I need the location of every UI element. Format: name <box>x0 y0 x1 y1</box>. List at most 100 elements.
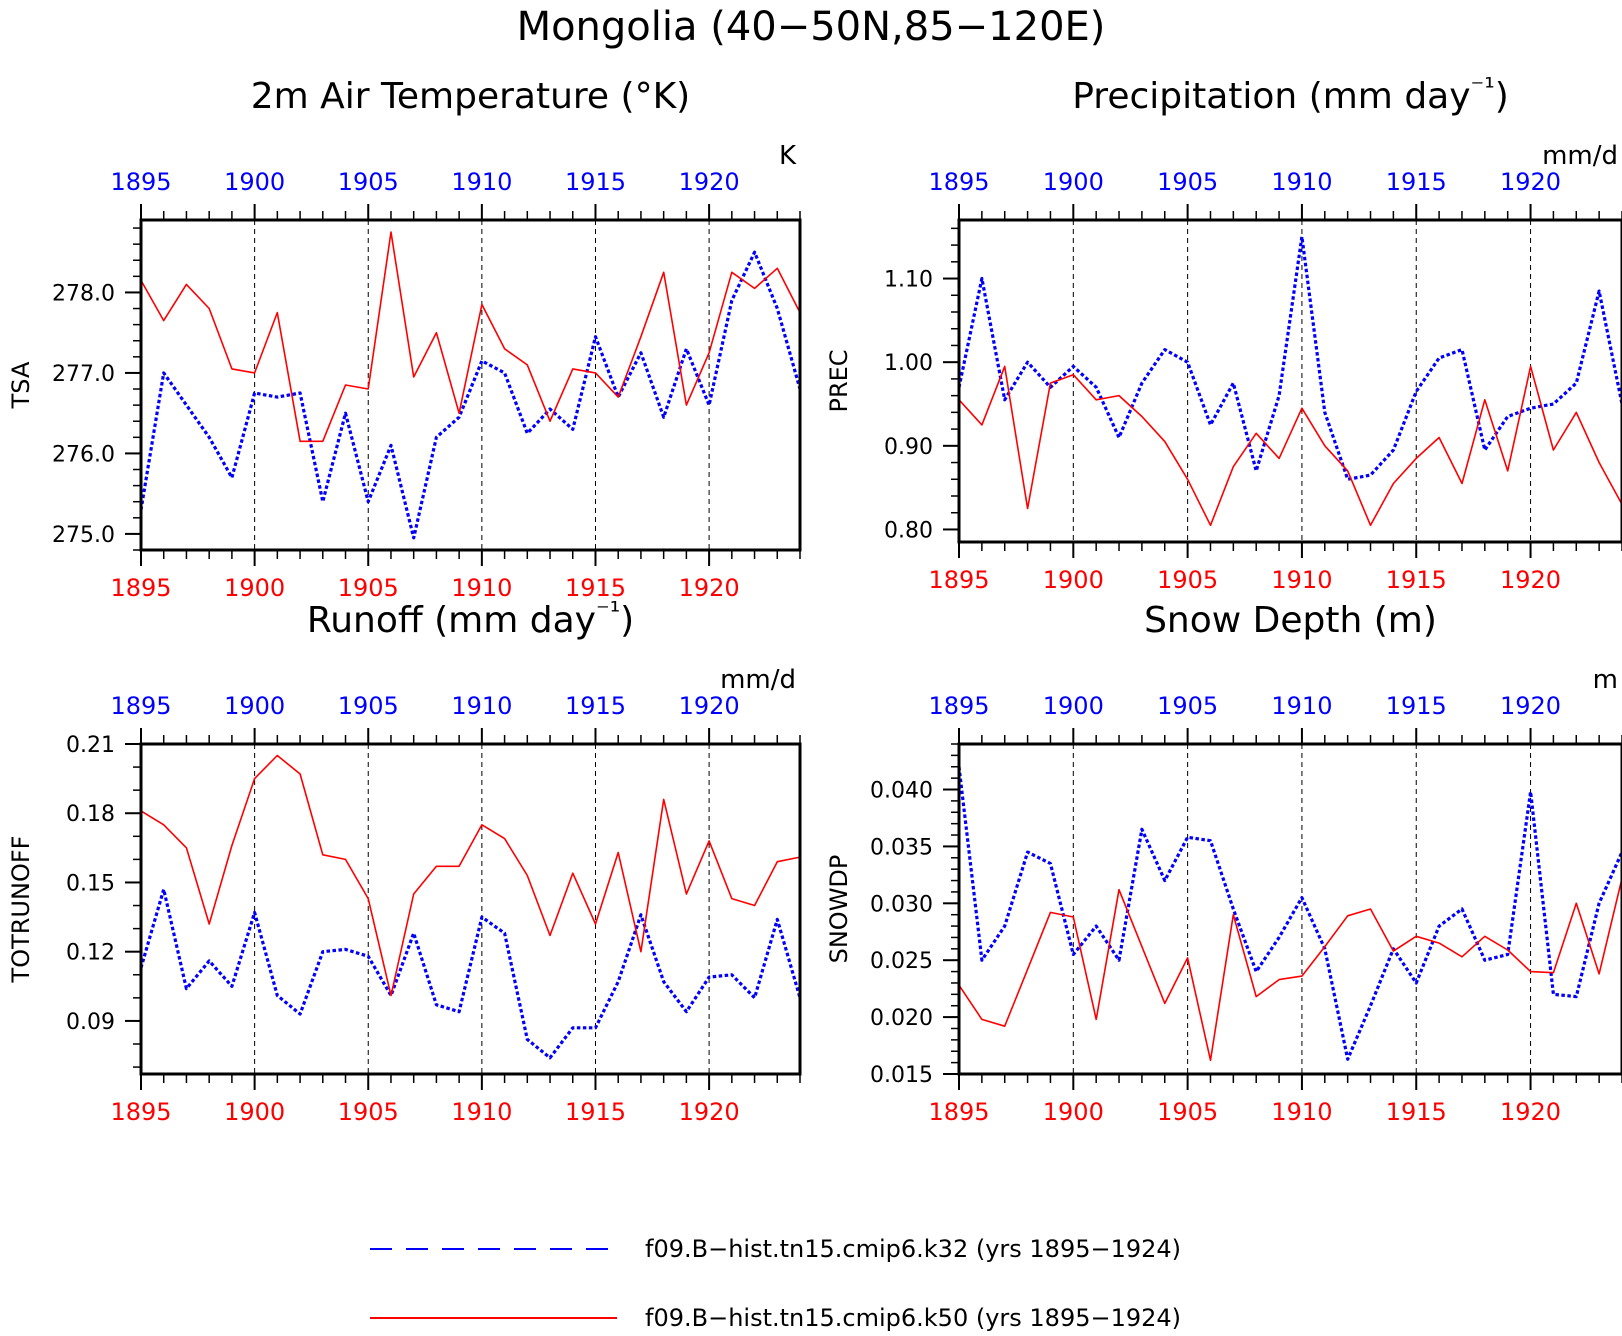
x-top-label-1920: 1920 <box>679 692 740 720</box>
x-bottom-label-1895: 1895 <box>928 566 989 594</box>
y-axis-label: SNOWDP <box>825 855 853 964</box>
x-bottom-label-1920: 1920 <box>679 1098 740 1126</box>
y-tick-label-0-15: 0.15 <box>66 871 115 896</box>
plot-frame <box>139 218 802 552</box>
x-top-label-1895: 1895 <box>928 692 989 720</box>
y-tick-label-278-0: 278.0 <box>52 281 115 306</box>
x-top-label-1900: 1900 <box>1043 168 1104 196</box>
x-top-label-1895: 1895 <box>110 692 171 720</box>
panel-air-temperature: 2m Air Temperature (°K) K TSA 275.0 276.0 277… <box>7 76 802 602</box>
panel-snow-depth: Snow Depth (m) m SNOWDP 0.015 0.020 0.025 0.03… <box>825 600 1622 1126</box>
x-bottom-label-1915: 1915 <box>1386 1098 1447 1126</box>
y-tick-label-277-0: 277.0 <box>52 362 115 387</box>
x-bottom-label-1920: 1920 <box>679 574 740 602</box>
y-axis-label: TSA <box>7 361 35 409</box>
x-top-label-1900: 1900 <box>224 168 285 196</box>
plot-frame <box>139 742 802 1076</box>
x-bottom-label-1900: 1900 <box>224 1098 285 1126</box>
y-tick-label-0-21: 0.21 <box>66 733 115 758</box>
panel-title: 2m Air Temperature (°K) <box>251 76 690 117</box>
y-tick-label-0-80: 0.80 <box>884 518 933 543</box>
x-bottom-label-1915: 1915 <box>565 574 626 602</box>
x-top-label-1905: 1905 <box>1157 692 1218 720</box>
y-tick-label-0-12: 0.12 <box>66 941 115 966</box>
y-tick-label-0-030: 0.030 <box>870 892 933 917</box>
x-top-label-1895: 1895 <box>110 168 171 196</box>
panel-title: Runoff (mm day⁻¹) <box>307 597 634 641</box>
x-top-label-1905: 1905 <box>338 692 399 720</box>
x-top-label-1900: 1900 <box>224 692 285 720</box>
x-bottom-label-1905: 1905 <box>338 574 399 602</box>
unit-label: mm/d <box>1542 141 1618 171</box>
series-k32 <box>139 887 802 1060</box>
panel-precipitation: Precipitation (mm day⁻¹) mm/d PREC 0.80 0.90… <box>825 73 1622 594</box>
y-axis-label: TOTRUNOFF <box>7 836 35 984</box>
y-tick-label-0-025: 0.025 <box>870 949 933 974</box>
x-bottom-label-1910: 1910 <box>451 1098 512 1126</box>
x-bottom-label-1905: 1905 <box>1157 1098 1218 1126</box>
y-tick-label-0-90: 0.90 <box>884 435 933 460</box>
series-k32 <box>139 250 802 540</box>
y-tick-label-1-10: 1.10 <box>884 268 933 293</box>
panel-runoff: Runoff (mm day⁻¹) mm/d TOTRUNOFF 0.09 0.12 0.… <box>7 597 802 1126</box>
x-bottom-label-1905: 1905 <box>1157 566 1218 594</box>
x-top-label-1915: 1915 <box>565 692 626 720</box>
y-tick-label-0-035: 0.035 <box>870 835 933 860</box>
series-k32 <box>957 235 1622 481</box>
y-axis-label: PREC <box>825 349 853 412</box>
x-top-label-1905: 1905 <box>338 168 399 196</box>
panel-title: Precipitation (mm day⁻¹) <box>1072 73 1509 117</box>
x-top-label-1920: 1920 <box>1500 168 1561 196</box>
plot-frame <box>957 742 1622 1076</box>
legend-label-k50: f09.B−hist.tn15.cmip6.k50 (yrs 1895−1924… <box>645 1304 1181 1332</box>
y-tick-label-0-015: 0.015 <box>870 1063 933 1088</box>
x-bottom-label-1915: 1915 <box>1386 566 1447 594</box>
x-top-label-1915: 1915 <box>1386 168 1447 196</box>
y-tick-label-276-0: 276.0 <box>52 442 115 467</box>
y-tick-label-0-18: 0.18 <box>66 802 115 827</box>
series-k32 <box>957 766 1622 1061</box>
x-top-label-1910: 1910 <box>1271 692 1332 720</box>
x-top-label-1900: 1900 <box>1043 692 1104 720</box>
series-k50 <box>958 365 1622 527</box>
x-top-label-1910: 1910 <box>451 692 512 720</box>
x-top-label-1915: 1915 <box>565 168 626 196</box>
unit-label: mm/d <box>720 665 796 695</box>
x-top-label-1920: 1920 <box>1500 692 1561 720</box>
series-k50 <box>140 754 801 997</box>
x-bottom-label-1895: 1895 <box>110 1098 171 1126</box>
unit-label: K <box>779 141 797 171</box>
x-bottom-label-1895: 1895 <box>110 574 171 602</box>
x-bottom-label-1920: 1920 <box>1500 566 1561 594</box>
x-bottom-label-1920: 1920 <box>1500 1098 1561 1126</box>
x-top-label-1895: 1895 <box>928 168 989 196</box>
x-bottom-label-1910: 1910 <box>1271 1098 1332 1126</box>
figure-title: Mongolia (40−50N,85−120E) <box>517 4 1106 50</box>
y-tick-label-0-020: 0.020 <box>870 1006 933 1031</box>
x-bottom-label-1900: 1900 <box>224 574 285 602</box>
x-top-label-1910: 1910 <box>1271 168 1332 196</box>
x-bottom-label-1910: 1910 <box>451 574 512 602</box>
panel-title: Snow Depth (m) <box>1144 600 1437 641</box>
y-tick-label-275-0: 275.0 <box>52 523 115 548</box>
x-bottom-label-1905: 1905 <box>338 1098 399 1126</box>
y-tick-label-1-00: 1.00 <box>884 351 933 376</box>
x-top-label-1920: 1920 <box>679 168 740 196</box>
unit-label: m <box>1593 665 1618 695</box>
y-tick-label-0-09: 0.09 <box>66 1010 115 1035</box>
x-bottom-label-1915: 1915 <box>565 1098 626 1126</box>
y-tick-label-0-040: 0.040 <box>870 779 933 804</box>
legend: f09.B−hist.tn15.cmip6.k32 (yrs 1895−1924… <box>370 1235 1181 1332</box>
legend-label-k32: f09.B−hist.tn15.cmip6.k32 (yrs 1895−1924… <box>645 1235 1181 1263</box>
series-k50 <box>958 878 1622 1062</box>
x-top-label-1905: 1905 <box>1157 168 1218 196</box>
x-bottom-label-1910: 1910 <box>1271 566 1332 594</box>
plot-frame <box>957 218 1622 544</box>
x-bottom-label-1895: 1895 <box>928 1098 989 1126</box>
series-k50 <box>140 231 801 443</box>
x-top-label-1915: 1915 <box>1386 692 1447 720</box>
x-bottom-label-1900: 1900 <box>1043 566 1104 594</box>
x-top-label-1910: 1910 <box>451 168 512 196</box>
x-bottom-label-1900: 1900 <box>1043 1098 1104 1126</box>
